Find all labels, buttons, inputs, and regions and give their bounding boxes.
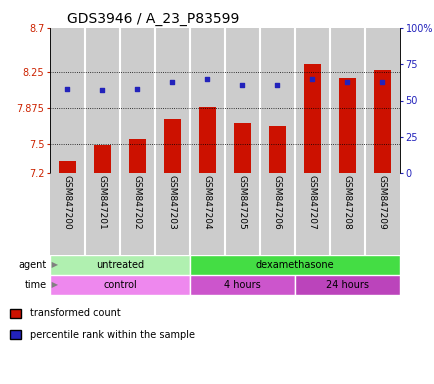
Point	[308, 76, 315, 82]
Text: GSM847208: GSM847208	[342, 175, 351, 230]
Bar	[294, 275, 399, 295]
Point	[238, 81, 245, 88]
Bar	[268, 126, 286, 173]
Bar	[85, 28, 120, 173]
Text: 4 hours: 4 hours	[224, 280, 260, 290]
Bar	[329, 28, 364, 173]
Point	[134, 86, 141, 92]
Bar	[373, 70, 390, 173]
Bar	[294, 28, 329, 173]
Bar	[163, 119, 181, 173]
Bar	[303, 64, 321, 173]
Point	[204, 76, 210, 82]
Text: ▶: ▶	[49, 260, 58, 270]
Bar	[50, 255, 190, 275]
Bar	[59, 161, 76, 173]
Bar	[128, 139, 146, 173]
Bar	[50, 275, 190, 295]
Bar	[233, 123, 251, 173]
Text: GSM847204: GSM847204	[203, 175, 211, 230]
Bar	[190, 255, 399, 275]
Bar	[190, 275, 294, 295]
Bar	[198, 107, 216, 173]
Text: dexamethasone: dexamethasone	[255, 260, 334, 270]
Text: GSM847209: GSM847209	[377, 175, 386, 230]
Bar	[155, 28, 190, 173]
Bar	[224, 28, 260, 173]
Bar	[94, 145, 111, 173]
Text: GSM847206: GSM847206	[273, 175, 281, 230]
Text: transformed count: transformed count	[30, 308, 120, 318]
Text: GSM847200: GSM847200	[63, 175, 72, 230]
Text: untreated: untreated	[96, 260, 144, 270]
Text: control: control	[103, 280, 137, 290]
Bar	[50, 28, 85, 173]
Text: 24 hours: 24 hours	[325, 280, 368, 290]
Point	[64, 86, 71, 92]
Text: GSM847202: GSM847202	[133, 175, 141, 230]
Text: GSM847205: GSM847205	[237, 175, 247, 230]
Text: GSM847207: GSM847207	[307, 175, 316, 230]
Text: agent: agent	[19, 260, 47, 270]
Text: GSM847201: GSM847201	[98, 175, 107, 230]
Point	[169, 79, 176, 85]
Text: GDS3946 / A_23_P83599: GDS3946 / A_23_P83599	[67, 12, 239, 26]
Bar	[338, 78, 355, 173]
Point	[273, 81, 280, 88]
Text: GSM847203: GSM847203	[168, 175, 177, 230]
Point	[343, 79, 350, 85]
Text: percentile rank within the sample: percentile rank within the sample	[30, 329, 194, 339]
Bar	[190, 28, 224, 173]
Bar	[120, 28, 155, 173]
Text: time: time	[25, 280, 47, 290]
Bar	[260, 28, 294, 173]
Text: ▶: ▶	[49, 280, 58, 290]
Point	[99, 87, 106, 93]
Bar	[364, 28, 399, 173]
Point	[378, 79, 385, 85]
